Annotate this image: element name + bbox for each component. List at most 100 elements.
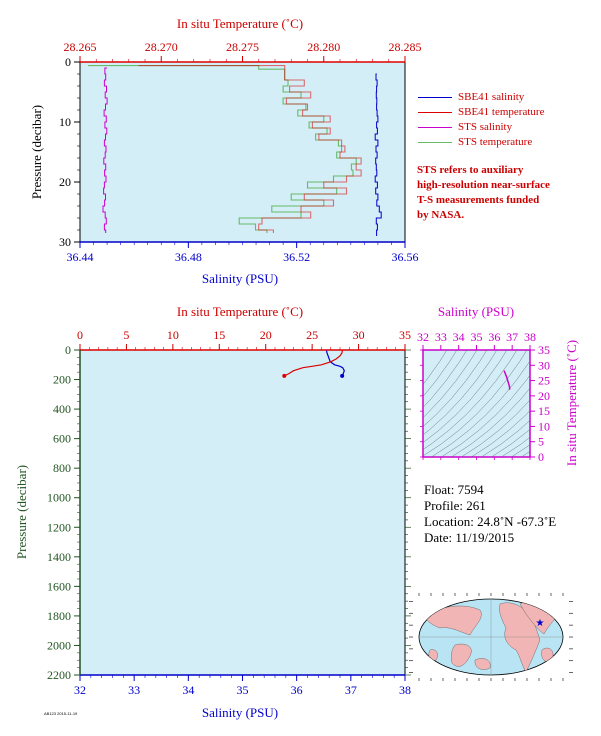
top-pressure-tick-label: 0	[65, 55, 71, 69]
bottom-sal-tick-label: 38	[399, 683, 411, 697]
bottom-temp-tick-label: 0	[77, 328, 83, 342]
ts-density-contour	[520, 451, 530, 457]
bottom-pressure-tick-label: 0	[65, 343, 71, 357]
bottom-panel: 0 5 10 15 20 25 30 35 32 33 34 35 36 37 38 0 200 400 600 80…	[14, 304, 411, 720]
ts-plot-area	[422, 349, 531, 458]
ts-profile-line	[503, 370, 511, 390]
ts-temp-tick-label: 25	[538, 374, 550, 388]
ts-sal-tick-label: 33	[435, 330, 447, 344]
sts-note: STS refers to auxiliary high-resolution …	[417, 163, 550, 223]
top-series-group	[88, 65, 382, 236]
ts-salinity-axis-title: Salinity (PSU)	[438, 304, 514, 319]
float-info: Float: 7594 Profile: 261 Location: 24.8˚…	[424, 482, 556, 546]
bottom-pressure-tick-label: 2000	[47, 638, 71, 652]
ts-density-contour	[500, 437, 530, 457]
legend-entry: STS temperature	[418, 135, 544, 150]
top-panel: 28.265 28.270 28.275 28.280 28.285 36.44 36.48…	[29, 16, 422, 286]
ts-series-group	[503, 370, 511, 390]
legend-entry: STS salinity	[418, 120, 544, 135]
ts-density-contour	[423, 350, 448, 385]
top-pressure-tick-label: 10	[59, 115, 71, 129]
date: Date: 11/19/2015	[424, 530, 515, 545]
bottom-pressure-tick-label: 600	[53, 432, 71, 446]
ts-temp-tick-label: 30	[538, 358, 550, 372]
bottom-pressure-tick-label: 1600	[47, 579, 71, 593]
legend-label: SBE41 temperature	[458, 106, 545, 118]
bottom-temp-tick-label: 5	[123, 328, 129, 342]
sts-note-line: STS refers to auxiliary	[417, 164, 524, 176]
bottom-sal-tick-label: 35	[237, 683, 249, 697]
bottom-sal-tick-label: 36	[291, 683, 303, 697]
ts-sal-tick-label: 32	[417, 330, 429, 344]
top-temp-tick-label: 28.285	[389, 40, 422, 54]
top-temp-tick-label: 28.270	[145, 40, 178, 54]
map-axis-ticks	[409, 593, 573, 681]
bottom-temperature-line	[284, 350, 344, 377]
ts-density-contour	[423, 350, 498, 436]
legend-label: STS salinity	[458, 121, 513, 133]
bottom-series-end-marker	[282, 373, 287, 378]
legend-swatch	[418, 127, 452, 128]
world-map: ★	[409, 593, 573, 681]
ts-temperature-axis-title: In situ Temperature (˚C)	[564, 340, 579, 466]
bottom-series-group	[282, 350, 345, 378]
bottom-temp-tick-label: 30	[353, 328, 365, 342]
bottom-pressure-tick-label: 1200	[47, 520, 71, 534]
bottom-salinity-line	[325, 350, 345, 377]
bottom-pressure-tick-label: 1000	[47, 491, 71, 505]
top-pressure-tick-label: 20	[59, 175, 71, 189]
ts-density-contour	[423, 350, 508, 443]
location: Location: 24.8˚N -67.3˚E	[424, 514, 557, 529]
ts-density-contour	[510, 444, 530, 457]
top-temp-tick-label: 28.265	[64, 40, 97, 54]
sts-note-line: T-S measurements funded	[417, 194, 540, 206]
sts-note-line: high-resolution near-surface	[417, 179, 550, 191]
ts-sal-tick-label: 38	[524, 330, 536, 344]
float-location-marker: ★	[536, 618, 545, 629]
bottom-pressure-tick-label: 1400	[47, 550, 71, 564]
bottom-salinity-axis-title: Salinity (PSU)	[202, 705, 278, 720]
ts-sal-tick-label: 35	[471, 330, 483, 344]
bottom-pressure-tick-label: 400	[53, 402, 71, 416]
legend-entry: SBE41 salinity	[418, 90, 544, 105]
sbe41-salinity-line	[374, 73, 382, 236]
ts-temp-tick-label: 15	[538, 404, 550, 418]
sts-salinity-line	[102, 67, 108, 233]
ts-temp-tick-label: 35	[538, 343, 550, 357]
legend-swatch	[418, 97, 452, 98]
bottom-sal-tick-label: 32	[74, 683, 86, 697]
ts-density-contour	[430, 360, 530, 457]
ts-sal-tick-label: 34	[453, 330, 465, 344]
ts-density-contour	[450, 387, 530, 457]
top-plot-area	[79, 61, 406, 243]
top-temp-tick-label: 28.275	[226, 40, 259, 54]
ts-density-contour	[440, 375, 530, 457]
sbe41-temperature-line	[138, 65, 362, 233]
ts-temp-tick-label: 20	[538, 389, 550, 403]
legend-swatch	[418, 112, 452, 113]
map-graticule	[419, 599, 563, 675]
bottom-pressure-axis-title: Pressure (decibar)	[14, 465, 29, 559]
ts-density-contour	[470, 410, 530, 457]
bottom-series-end-marker	[340, 373, 345, 378]
ts-temp-tick-label: 10	[538, 419, 550, 433]
legend-label: SBE41 salinity	[458, 91, 525, 103]
top-sal-tick-label: 36.56	[392, 250, 419, 264]
ts-density-contour	[423, 350, 468, 408]
bottom-pressure-tick-label: 800	[53, 461, 71, 475]
top-pressure-axis-title: Pressure (decibar)	[29, 105, 44, 199]
bottom-sal-tick-label: 33	[128, 683, 140, 697]
ts-density-contour	[423, 350, 528, 457]
ts-sal-tick-label: 36	[488, 330, 500, 344]
bottom-temp-tick-label: 20	[260, 328, 272, 342]
ts-sal-tick-label: 37	[506, 330, 518, 344]
bottom-pressure-tick-label: 2200	[47, 668, 71, 682]
bottom-temp-tick-label: 25	[306, 328, 318, 342]
profile-number: Profile: 261	[424, 498, 486, 513]
bottom-pressure-tick-label: 200	[53, 373, 71, 387]
top-salinity-axis-title: Salinity (PSU)	[202, 271, 278, 286]
ts-temp-tick-label: 0	[538, 450, 544, 464]
ts-density-contour	[490, 428, 530, 457]
